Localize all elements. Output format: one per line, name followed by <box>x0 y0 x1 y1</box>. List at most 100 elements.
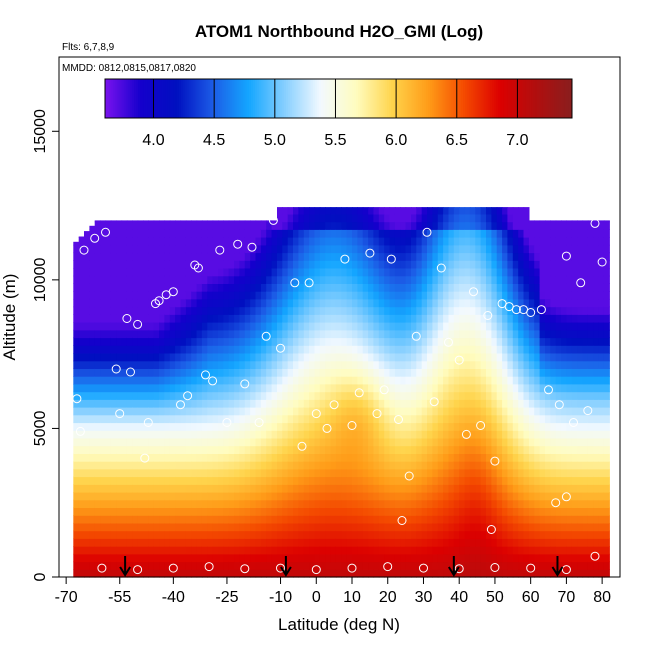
colorbar-swatch <box>375 79 378 118</box>
field-cell <box>234 515 241 524</box>
field-cell <box>266 414 273 424</box>
field-cell <box>250 376 257 385</box>
field-cell <box>534 453 541 462</box>
field-cell <box>260 306 267 315</box>
field-cell <box>528 399 535 408</box>
field-cell <box>132 476 139 485</box>
field-cell <box>453 237 460 246</box>
field-cell <box>491 499 498 508</box>
field-cell <box>73 422 80 431</box>
field-cell <box>373 546 380 555</box>
field-cell <box>555 538 562 547</box>
field-cell <box>110 522 117 532</box>
field-cell <box>405 546 412 555</box>
field-cell <box>228 291 235 300</box>
field-cell <box>346 221 353 230</box>
field-cell <box>116 530 123 539</box>
colorbar-swatch <box>354 79 357 118</box>
field-cell <box>298 360 305 369</box>
field-cell <box>78 353 85 362</box>
colorbar-swatch <box>110 79 114 118</box>
field-cell <box>277 530 283 539</box>
field-cell <box>303 360 310 369</box>
field-cell <box>491 306 498 315</box>
field-cell <box>507 522 514 532</box>
field-cell <box>528 437 535 447</box>
colorbar-swatch <box>147 79 151 118</box>
field-cell <box>400 507 407 516</box>
field-cell <box>432 445 439 454</box>
field-cell <box>175 445 182 454</box>
field-cell <box>577 569 584 578</box>
field-cell <box>255 220 262 223</box>
field-cell <box>459 268 466 277</box>
field-cell <box>84 260 90 269</box>
field-cell <box>180 515 187 524</box>
field-cell <box>319 546 326 555</box>
field-cell <box>239 522 246 532</box>
field-cell <box>325 391 332 400</box>
field-cell <box>218 461 224 470</box>
field-cell <box>593 291 600 300</box>
field-cell <box>73 437 80 447</box>
field-cell <box>448 314 455 323</box>
field-cell <box>437 353 444 362</box>
field-cell <box>148 314 155 323</box>
field-cell <box>480 445 487 454</box>
field-cell <box>561 260 567 269</box>
field-cell <box>555 445 562 454</box>
colorbar-swatch <box>256 79 260 118</box>
field-cell <box>421 492 428 501</box>
field-cell <box>421 530 428 539</box>
field-cell <box>260 515 267 524</box>
field-cell <box>100 275 107 284</box>
field-cell <box>137 468 144 478</box>
field-cell <box>593 314 600 323</box>
colorbar-swatch <box>210 79 213 118</box>
field-cell <box>159 283 166 292</box>
field-cell <box>528 507 535 516</box>
sample-point <box>365 248 375 258</box>
field-cell <box>416 283 423 292</box>
field-cell <box>159 383 166 393</box>
field-cell <box>502 422 509 431</box>
field-cell <box>298 298 305 308</box>
field-cell <box>132 283 139 292</box>
field-cell <box>550 492 557 501</box>
field-cell <box>143 314 149 323</box>
field-cell <box>89 268 96 277</box>
field-cell <box>73 414 80 424</box>
field-cell <box>448 476 455 485</box>
field-cell <box>298 337 305 346</box>
field-cell <box>341 538 348 547</box>
field-cell <box>512 538 519 547</box>
field-cell <box>453 360 460 369</box>
field-cell <box>545 492 551 501</box>
field-cell <box>373 345 380 354</box>
field-cell <box>153 414 160 424</box>
field-cell <box>448 306 455 315</box>
field-cell <box>512 207 519 215</box>
field-cell <box>282 244 289 254</box>
field-cell <box>411 291 417 300</box>
field-cell <box>443 407 450 416</box>
field-cell <box>319 221 326 230</box>
field-cell <box>427 407 433 416</box>
field-cell <box>271 220 278 223</box>
field-cell <box>143 461 149 470</box>
field-cell <box>143 220 149 223</box>
field-cell <box>218 453 224 462</box>
field-cell <box>357 368 364 377</box>
field-cell <box>255 376 262 385</box>
field-cell <box>480 507 487 516</box>
field-cell <box>480 345 487 354</box>
field-cell <box>480 260 487 269</box>
field-cell <box>394 376 401 385</box>
field-cell <box>502 275 509 284</box>
field-cell <box>384 407 391 416</box>
field-cell <box>475 407 482 416</box>
field-cell <box>303 322 310 331</box>
field-cell <box>303 407 310 416</box>
field-cell <box>437 306 444 315</box>
field-cell <box>180 569 187 578</box>
